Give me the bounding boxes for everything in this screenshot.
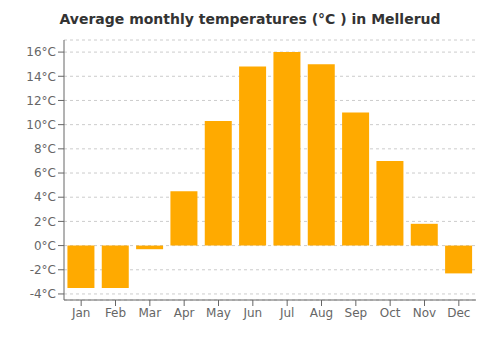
svg-text:Dec: Dec bbox=[447, 306, 470, 320]
html-text:Average monthly temperatures (: Average monthly temperatures (°C ) in Me… bbox=[59, 11, 441, 27]
svg-text:10°C: 10°C bbox=[26, 118, 56, 132]
svg-text:Feb: Feb bbox=[105, 306, 126, 320]
svg-text:8°C: 8°C bbox=[34, 142, 56, 156]
svg-text:-2°C: -2°C bbox=[30, 263, 56, 277]
svg-text:Aug: Aug bbox=[310, 306, 333, 320]
svg-text:6°C: 6°C bbox=[34, 166, 56, 180]
svg-text:Jan: Jan bbox=[71, 306, 91, 320]
svg-text:Apr: Apr bbox=[174, 306, 195, 320]
svg-text:Oct: Oct bbox=[380, 306, 401, 320]
svg-text:-4°C: -4°C bbox=[30, 287, 56, 301]
svg-text:Nov: Nov bbox=[413, 306, 436, 320]
svg-text:12°C: 12°C bbox=[26, 94, 56, 108]
svg-text:Jun: Jun bbox=[242, 306, 262, 320]
svg-text:0°C: 0°C bbox=[34, 239, 56, 253]
svg-text:16°C: 16°C bbox=[26, 45, 56, 59]
svg-text:Sep: Sep bbox=[345, 306, 368, 320]
svg-text:Mar: Mar bbox=[139, 306, 162, 320]
svg-text:Jul: Jul bbox=[279, 306, 294, 320]
svg-text:4°C: 4°C bbox=[34, 190, 56, 204]
svg-text:May: May bbox=[206, 306, 231, 320]
svg-text:2°C: 2°C bbox=[34, 215, 56, 229]
svg-text:14°C: 14°C bbox=[26, 70, 56, 84]
